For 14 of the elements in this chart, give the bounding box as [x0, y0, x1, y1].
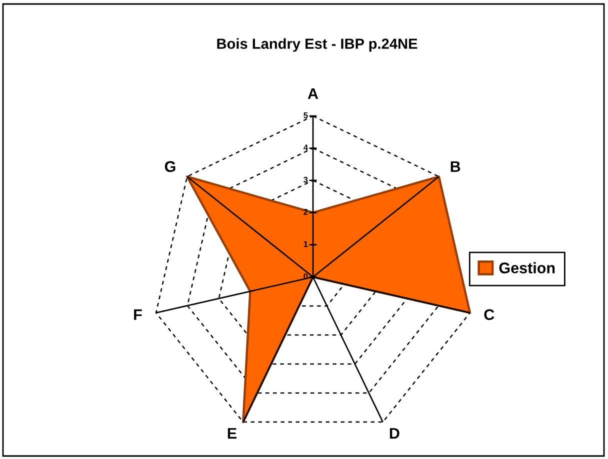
y-tick-label: 1 — [304, 241, 308, 247]
chart-title: Bois Landry Est - IBP p.24NE — [217, 38, 418, 52]
spoke-label: D — [390, 428, 400, 439]
spoke-label: C — [484, 309, 494, 320]
spoke-label: G — [164, 161, 176, 172]
spoke-label: A — [308, 88, 318, 99]
y-tick-label: 5 — [304, 112, 308, 118]
spoke-label: E — [228, 428, 236, 439]
spoke-label: B — [450, 161, 460, 172]
y-tick-label: 3 — [304, 176, 308, 183]
y-tick-label: 2 — [304, 208, 308, 215]
spoke-label: F — [134, 309, 142, 320]
y-tick-label: 4 — [303, 144, 308, 150]
legend-label: Gestion — [499, 262, 555, 274]
